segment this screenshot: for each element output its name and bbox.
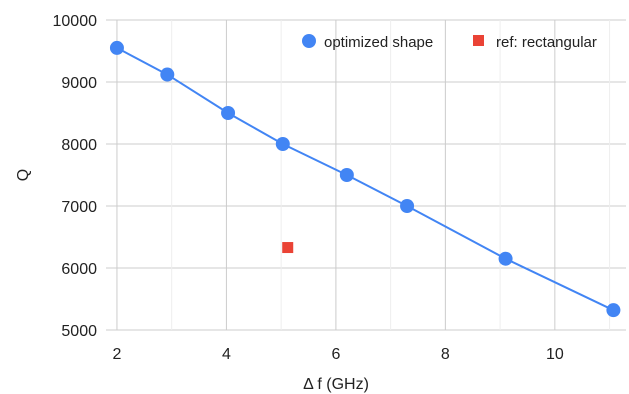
data-point-0-1 [160, 67, 175, 82]
data-point-0-6 [498, 251, 513, 266]
series-layer [109, 40, 621, 318]
x-tick-label-10: 10 [546, 346, 564, 363]
y-tick-label-5000: 5000 [61, 323, 97, 340]
data-point-0-4 [339, 168, 354, 182]
legend-marker-ref-rectangular [473, 35, 484, 46]
x-tick-label-8: 8 [441, 346, 450, 363]
x-tick-label-6: 6 [331, 346, 340, 363]
y-tick-label-9000: 9000 [61, 75, 97, 92]
x-axis-label: Δ f (GHz) [303, 376, 369, 393]
data-point-0-5 [400, 199, 415, 213]
legend-label-ref-rectangular: ref: rectangular [496, 34, 597, 51]
data-point-0-2 [221, 106, 236, 120]
y-axis-ticks: 5000 6000 7000 8000 9000 10000 [53, 13, 98, 340]
x-axis-ticks: 2 4 6 8 10 [112, 346, 563, 363]
y-tick-label-8000: 8000 [61, 137, 97, 154]
x-tick-label-4: 4 [222, 346, 231, 363]
y-tick-label-7000: 7000 [61, 199, 97, 216]
legend: optimized shape ref: rectangular [302, 34, 597, 51]
y-tick-label-6000: 6000 [61, 261, 97, 278]
legend-marker-optimized-shape [302, 34, 316, 48]
grid [106, 19, 626, 331]
data-point-0-3 [275, 137, 290, 151]
series-0 [109, 40, 621, 318]
series-1 [282, 242, 294, 254]
y-axis-label: Q [15, 169, 32, 181]
legend-label-optimized-shape: optimized shape [324, 34, 433, 51]
data-point-0-0 [109, 40, 124, 55]
y-tick-label-10000: 10000 [53, 13, 98, 30]
data-point-1-0 [282, 242, 294, 254]
series-line-0 [116, 47, 614, 312]
x-tick-label-2: 2 [112, 346, 121, 363]
data-point-0-7 [606, 303, 621, 318]
